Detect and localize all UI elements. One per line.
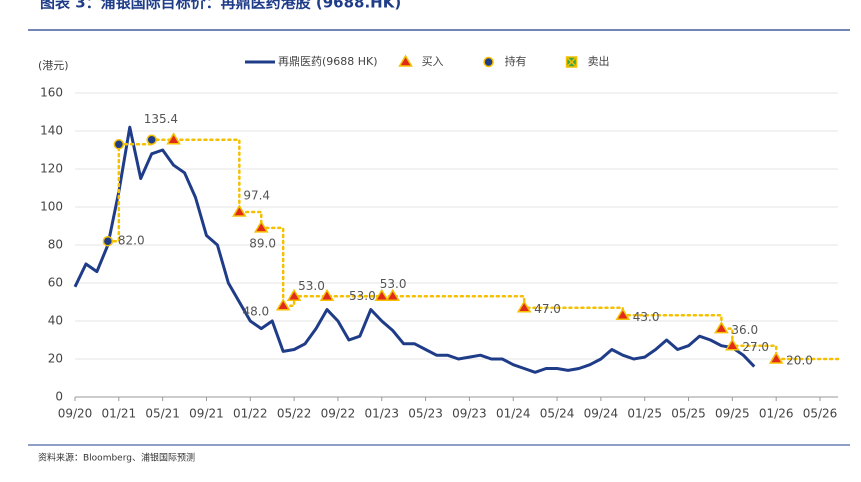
value-label: 53.0 — [349, 289, 376, 303]
x-tick-label: 09/23 — [452, 407, 487, 421]
y-axis-label: (港元) — [38, 59, 69, 72]
hold-marker — [113, 139, 125, 150]
y-tick-label: 40 — [48, 314, 63, 328]
y-tick-label: 20 — [48, 352, 63, 366]
buy-marker — [275, 298, 291, 311]
value-label: 20.0 — [786, 354, 813, 368]
buy-marker — [615, 307, 631, 321]
buy-marker — [398, 54, 413, 67]
value-label: 97.4 — [243, 188, 270, 202]
y-tick-label: 60 — [48, 276, 63, 290]
value-label: 43.0 — [633, 310, 660, 324]
hold-marker — [483, 56, 494, 68]
value-label: 48.0 — [242, 304, 269, 318]
value-label: 135.4 — [144, 112, 178, 126]
x-tick-label: 05/21 — [145, 407, 180, 421]
sell-cross — [567, 57, 577, 67]
price-line — [73, 125, 756, 374]
buy-marker — [286, 288, 302, 302]
hold-marker — [146, 134, 157, 145]
value-label: 53.0 — [298, 279, 325, 293]
buy-marker — [374, 288, 390, 302]
y-tick-label: 140 — [40, 124, 63, 138]
x-tick-label: 09/22 — [321, 407, 356, 421]
legend-label: 卖出 — [588, 54, 610, 68]
x-tick-label: 01/21 — [102, 407, 137, 421]
hold-marker — [102, 235, 114, 247]
x-tick-label: 05/26 — [803, 407, 838, 421]
buy-marker — [166, 132, 181, 145]
buy-marker — [385, 288, 401, 302]
value-label: 47.0 — [534, 302, 561, 316]
x-tick-label: 05/24 — [540, 407, 575, 421]
y-tick-label: 120 — [40, 162, 63, 176]
buy-marker — [232, 204, 247, 217]
legend-label: 再鼎医药(9688 HK) — [278, 55, 378, 68]
x-tick-label: 09/24 — [584, 407, 619, 421]
value-label: 27.0 — [742, 340, 769, 354]
chart-title: 图表 3：浦银国际目标价：再鼎医药港股 (9688.HK) — [40, 0, 401, 12]
buy-marker — [516, 300, 532, 313]
buy-marker — [725, 338, 740, 351]
target-line — [106, 138, 840, 361]
value-label: 89.0 — [249, 236, 276, 250]
x-tick-label: 05/22 — [277, 407, 312, 421]
legend-label: 持有 — [505, 54, 527, 68]
x-tick-label: 01/23 — [364, 407, 399, 421]
x-tick-label: 01/22 — [233, 407, 268, 421]
x-tick-label: 09/20 — [58, 407, 93, 421]
buy-marker — [714, 321, 729, 334]
x-tick-label: 01/26 — [759, 407, 794, 421]
buy-marker — [319, 288, 335, 302]
value-label: 82.0 — [118, 234, 145, 248]
x-tick-label: 01/25 — [627, 407, 662, 421]
y-tick-label: 100 — [40, 200, 63, 214]
value-label: 36.0 — [731, 323, 758, 337]
x-tick-label: 05/25 — [671, 407, 706, 421]
x-tick-label: 09/21 — [189, 407, 224, 421]
source: 资料来源：Bloomberg、浦银国际预测 — [38, 452, 195, 464]
y-tick-label: 80 — [48, 238, 63, 252]
y-tick-label: 160 — [40, 86, 63, 100]
y-tick-label: 0 — [55, 390, 63, 404]
x-tick-label: 09/25 — [715, 407, 750, 421]
x-tick-label: 01/24 — [496, 407, 531, 421]
x-tick-label: 05/23 — [408, 407, 443, 421]
legend-label: 买入 — [422, 55, 444, 68]
buy-marker — [768, 351, 784, 364]
buy-marker — [253, 220, 269, 233]
value-label: 53.0 — [380, 277, 407, 291]
